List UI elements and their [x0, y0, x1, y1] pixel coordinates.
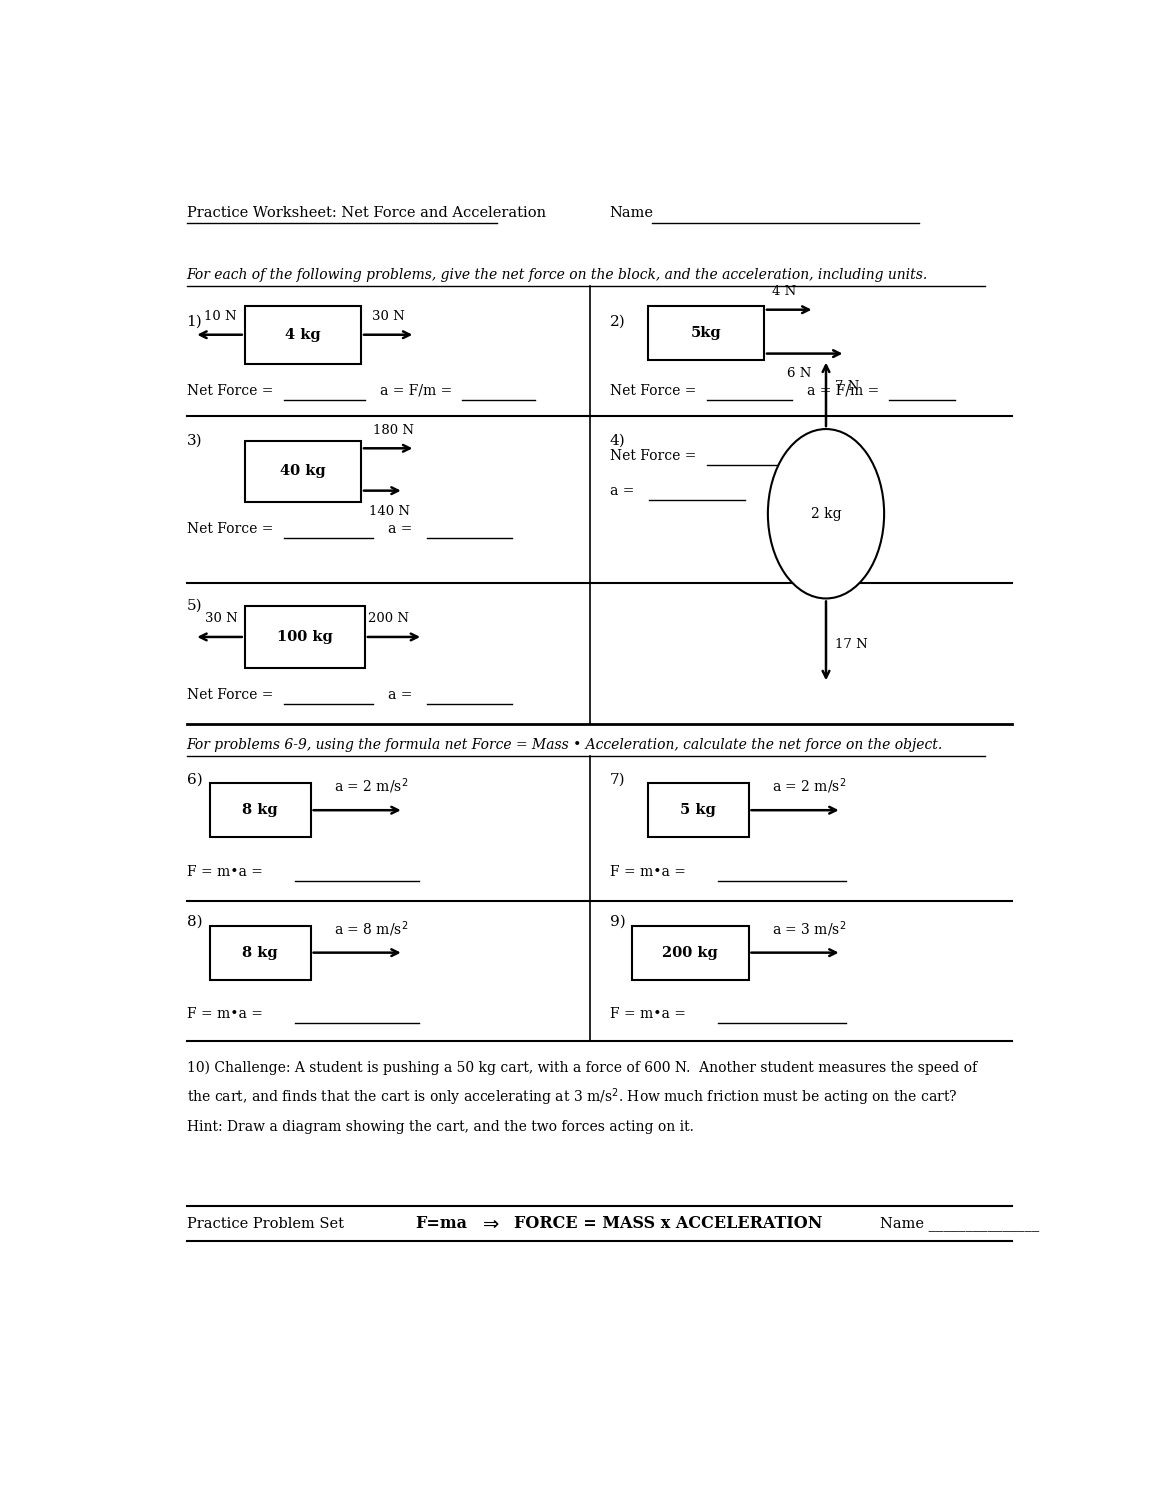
Text: 4): 4): [609, 434, 626, 447]
Text: 30 N: 30 N: [372, 310, 404, 323]
Text: For each of the following problems, give the net force on the block, and the acc: For each of the following problems, give…: [187, 268, 927, 282]
Text: 180 N: 180 N: [372, 423, 414, 437]
Text: 17 N: 17 N: [835, 638, 869, 651]
Text: Practice Worksheet: Net Force and Acceleration: Practice Worksheet: Net Force and Accele…: [187, 207, 546, 221]
Text: F = m•a =: F = m•a =: [187, 1007, 267, 1021]
Text: 30 N: 30 N: [205, 612, 237, 626]
Text: the cart, and finds that the cart is only accelerating at 3 m/s$^2$. How much fr: the cart, and finds that the cart is onl…: [187, 1086, 957, 1109]
Bar: [244, 441, 361, 502]
Text: a =: a =: [609, 484, 638, 498]
Text: 2 kg: 2 kg: [811, 507, 841, 520]
Text: Hint: Draw a diagram showing the cart, and the two forces acting on it.: Hint: Draw a diagram showing the cart, a…: [187, 1119, 694, 1134]
Text: For problems 6-9, using the formula net Force = Mass • Acceleration, calculate t: For problems 6-9, using the formula net …: [187, 738, 942, 752]
Text: 5): 5): [187, 599, 203, 614]
Text: 10 N: 10 N: [204, 310, 236, 323]
Text: FORCE = MASS x ACCELERATION: FORCE = MASS x ACCELERATION: [515, 1216, 823, 1232]
Text: Net Force =: Net Force =: [609, 448, 700, 463]
Text: F = m•a =: F = m•a =: [187, 864, 267, 879]
Bar: [647, 305, 764, 359]
Text: 2): 2): [609, 314, 626, 328]
Text: 140 N: 140 N: [369, 505, 410, 517]
Text: 4 N: 4 N: [772, 285, 796, 298]
Text: Net Force =: Net Force =: [187, 688, 278, 702]
Text: 200 kg: 200 kg: [662, 946, 718, 960]
Text: Practice Problem Set: Practice Problem Set: [187, 1217, 343, 1231]
Text: a =: a =: [388, 522, 417, 536]
Text: 10) Challenge: A student is pushing a 50 kg cart, with a force of 600 N.  Anothe: 10) Challenge: A student is pushing a 50…: [187, 1061, 977, 1076]
Text: Name: Name: [609, 207, 653, 221]
Text: a = F/m =: a = F/m =: [380, 383, 457, 398]
Text: 8 kg: 8 kg: [242, 803, 278, 817]
Text: 7 N: 7 N: [835, 380, 859, 393]
Text: 8 kg: 8 kg: [242, 946, 278, 960]
Text: 3): 3): [187, 434, 203, 447]
Bar: [210, 784, 311, 837]
Text: a =: a =: [388, 688, 417, 702]
Text: a = 2 m/s$^2$: a = 2 m/s$^2$: [772, 776, 846, 796]
Text: a = 3 m/s$^2$: a = 3 m/s$^2$: [772, 919, 846, 939]
Text: F = m•a =: F = m•a =: [609, 1007, 690, 1021]
Text: 6): 6): [187, 772, 203, 787]
Text: 200 N: 200 N: [367, 612, 409, 626]
Text: 40 kg: 40 kg: [280, 465, 326, 478]
Text: $\Rightarrow$: $\Rightarrow$: [479, 1214, 500, 1234]
Text: F = m•a =: F = m•a =: [609, 864, 690, 879]
Text: a = F/m =: a = F/m =: [808, 383, 884, 398]
Bar: [244, 606, 365, 668]
Bar: [647, 784, 749, 837]
Text: Net Force =: Net Force =: [609, 383, 700, 398]
Text: 1): 1): [187, 314, 203, 328]
Text: F=ma: F=ma: [415, 1216, 468, 1232]
Text: 4 kg: 4 kg: [285, 328, 320, 341]
Text: 8): 8): [187, 915, 203, 928]
Text: a = 2 m/s$^2$: a = 2 m/s$^2$: [334, 776, 408, 796]
Text: 7): 7): [609, 772, 626, 787]
Text: 9): 9): [609, 915, 626, 928]
Text: 6 N: 6 N: [787, 368, 812, 380]
Text: 5kg: 5kg: [690, 326, 721, 340]
Bar: [210, 925, 311, 979]
Text: 100 kg: 100 kg: [276, 630, 333, 644]
Bar: [632, 925, 749, 979]
Ellipse shape: [768, 429, 884, 599]
Text: Net Force =: Net Force =: [187, 383, 278, 398]
Text: a = 8 m/s$^2$: a = 8 m/s$^2$: [334, 919, 408, 939]
Text: Name _______________: Name _______________: [880, 1216, 1039, 1231]
Text: Net Force =: Net Force =: [187, 522, 278, 536]
Text: 5 kg: 5 kg: [680, 803, 717, 817]
Bar: [244, 305, 361, 364]
